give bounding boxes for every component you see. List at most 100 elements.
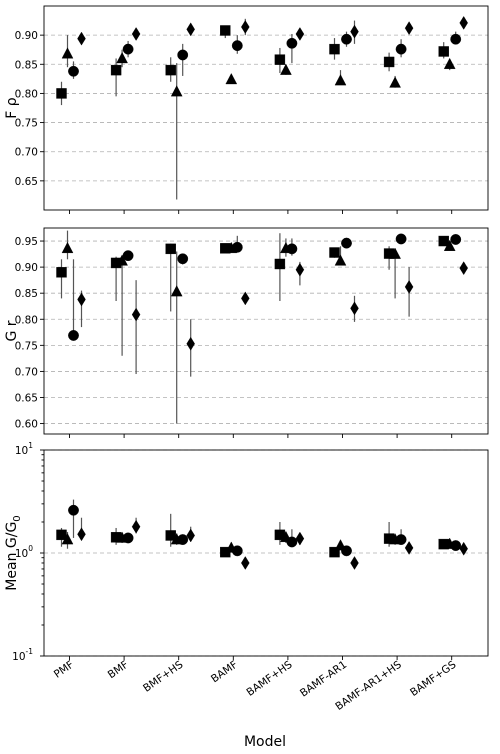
y-tick-label: 0.90	[15, 30, 38, 42]
circle-marker	[286, 37, 298, 49]
data-markers	[56, 233, 468, 351]
square-marker	[56, 88, 67, 99]
y-tick-exponent: 0	[28, 544, 33, 553]
circle-marker	[231, 40, 243, 52]
triangle-marker	[170, 285, 183, 297]
y-axis-label-subscript: 0	[12, 515, 23, 521]
y-tick-label: 0.85	[15, 59, 38, 71]
circle-marker	[122, 532, 134, 544]
y-tick-label: 0.80	[15, 314, 38, 326]
triangle-marker	[280, 63, 292, 75]
diamond-marker	[459, 541, 468, 556]
square-marker	[165, 243, 176, 255]
diamond-marker	[241, 556, 250, 570]
y-tick-label: 0.75	[15, 340, 38, 352]
triangle-marker	[389, 76, 401, 88]
diamond-marker	[77, 31, 86, 46]
circle-marker	[231, 241, 243, 253]
x-ticks	[69, 210, 453, 214]
diamond-marker	[350, 301, 359, 316]
y-axis-label-main: Mean G/G	[4, 522, 20, 591]
square-marker	[274, 258, 286, 270]
x-ticks	[69, 434, 453, 438]
data-markers	[56, 504, 468, 570]
square-marker	[329, 247, 340, 258]
circle-marker	[395, 233, 407, 245]
diamond-marker	[295, 262, 305, 277]
diamond-marker	[241, 291, 250, 306]
y-axis-label: F ρ	[4, 97, 20, 119]
grid-lines	[44, 34, 488, 182]
circle-marker	[450, 540, 462, 551]
circle-marker	[177, 534, 189, 545]
square-marker	[438, 46, 449, 57]
circle-marker	[395, 534, 407, 545]
y-tick-exponent: 1	[28, 441, 33, 450]
y-tick-label: 0.65	[15, 392, 38, 404]
square-marker	[220, 25, 231, 36]
diamond-marker	[131, 27, 141, 41]
y-tick-label: 0.70	[15, 147, 38, 159]
triangle-marker	[61, 241, 74, 254]
triangle-marker	[225, 73, 238, 85]
plot-frame	[43, 449, 489, 657]
panel-f-rho: 0.65 0.70 0.75 0.80 0.85 0.90 F ρ	[4, 5, 489, 214]
diamond-marker	[295, 27, 305, 41]
y-tick-label: 0.90	[15, 262, 38, 274]
data-markers	[56, 16, 468, 99]
circle-marker	[341, 237, 352, 249]
diamond-marker	[350, 556, 359, 570]
triangle-marker	[334, 74, 347, 86]
circle-marker	[286, 243, 298, 255]
diamond-marker	[131, 307, 141, 322]
circle-marker	[341, 33, 352, 45]
diamond-marker	[404, 541, 414, 555]
y-ticks: 0.65 0.70 0.75 0.80 0.85 0.90	[15, 30, 44, 188]
circle-marker	[122, 43, 134, 55]
circle-marker	[450, 33, 462, 45]
triangle-marker	[61, 533, 74, 545]
diamond-marker	[186, 528, 195, 543]
circle-marker	[68, 65, 79, 77]
diamond-marker	[186, 336, 195, 351]
y-tick-label: 0.85	[15, 288, 38, 300]
triangle-marker	[116, 254, 128, 266]
y-tick-label: 0.70	[15, 366, 38, 378]
circle-marker	[68, 504, 79, 516]
square-marker	[383, 56, 395, 68]
y-tick-label: 0.95	[15, 236, 38, 248]
square-marker	[329, 43, 340, 55]
triangle-marker	[389, 247, 401, 259]
diamond-marker	[77, 292, 86, 307]
x-axis-label: Model	[244, 734, 286, 750]
circle-marker	[68, 330, 79, 341]
triangle-marker	[61, 47, 74, 59]
square-marker	[110, 64, 122, 76]
plot-frame	[43, 227, 489, 435]
plot-frame	[43, 5, 489, 211]
diamond-marker	[241, 20, 250, 34]
circle-marker	[286, 536, 298, 548]
triangle-marker	[443, 57, 456, 69]
circle-marker	[341, 545, 352, 557]
circle-marker	[395, 43, 407, 55]
triangle-marker	[116, 52, 128, 64]
y-tick-exponent: -1	[26, 647, 34, 656]
square-marker	[438, 235, 449, 247]
triangle-marker	[443, 239, 456, 251]
y-tick-label: 0.60	[15, 419, 38, 431]
diamond-marker	[459, 16, 468, 30]
square-marker	[329, 546, 340, 558]
y-tick-label: 0.65	[15, 176, 38, 188]
square-marker	[56, 267, 67, 278]
circle-marker	[450, 234, 462, 245]
square-marker	[56, 529, 67, 541]
diamond-marker	[350, 24, 359, 39]
y-axis-label: G r	[4, 320, 20, 341]
panel-g-r: 0.60 0.65 0.70 0.75 0.80 0.85 0.90 0.95 G r	[4, 227, 489, 438]
square-marker	[274, 54, 286, 65]
diamond-marker	[295, 531, 305, 546]
x-ticks	[69, 656, 453, 660]
